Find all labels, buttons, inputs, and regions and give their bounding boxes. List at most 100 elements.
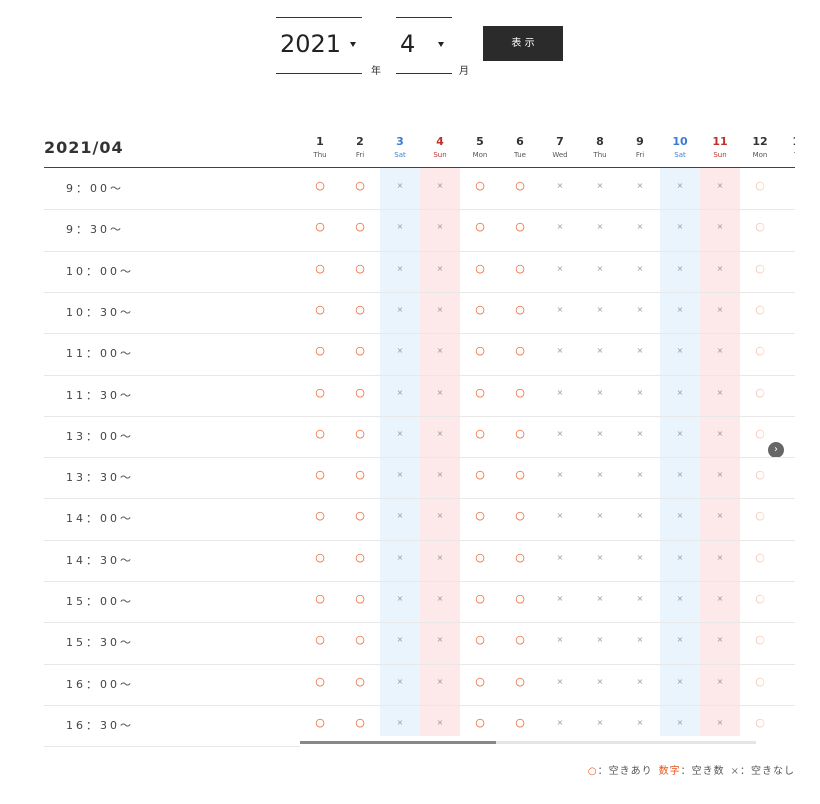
- slot: ×: [636, 428, 644, 438]
- slot: ×: [556, 428, 564, 438]
- slot: ×: [636, 594, 644, 603]
- slot: ○: [515, 674, 525, 688]
- slot: ○: [315, 633, 325, 647]
- slot: ×: [436, 222, 444, 232]
- day-number: 10: [672, 135, 688, 148]
- slot: ×: [636, 676, 644, 686]
- month-select[interactable]: 4: [396, 17, 452, 74]
- slot: ×: [676, 511, 684, 521]
- slot: ×: [556, 552, 564, 562]
- slot: ○: [355, 674, 365, 688]
- time-label: 10：00～: [66, 264, 134, 278]
- slot: ×: [556, 717, 564, 727]
- month-unit: 月: [459, 66, 469, 77]
- slot: ○: [475, 550, 485, 564]
- scroll-thumb[interactable]: [300, 741, 496, 744]
- slot: ×: [676, 222, 684, 232]
- next-arrow[interactable]: ›: [768, 442, 784, 458]
- slot: ○: [315, 592, 325, 605]
- slot: ×: [436, 181, 444, 190]
- show-button[interactable]: 表 示: [483, 26, 563, 61]
- slot: ○: [515, 715, 525, 729]
- slot: ○: [315, 220, 325, 234]
- slot: ×: [636, 304, 644, 314]
- slot: ○: [475, 426, 485, 440]
- slot: ○: [315, 715, 325, 729]
- slot: ○: [315, 509, 325, 523]
- row-line: [44, 374, 795, 376]
- slot: ○: [355, 633, 365, 647]
- row-line: [44, 581, 795, 582]
- weekday: Sun: [433, 151, 447, 159]
- slot: ×: [556, 676, 564, 686]
- month: 4: [400, 30, 416, 58]
- legend-text: ：空きなし: [740, 766, 795, 777]
- slot: ×: [716, 304, 724, 314]
- slot: ○: [475, 261, 485, 275]
- year-select[interactable]: 2021: [276, 17, 362, 74]
- slot: ○: [355, 509, 365, 523]
- time-label: 9：00～: [66, 182, 124, 195]
- slot: ○: [315, 468, 325, 482]
- weekday: Sat: [674, 151, 686, 159]
- slot: ×: [436, 594, 444, 603]
- slot: ×: [596, 181, 604, 190]
- slot: ×: [676, 387, 684, 397]
- weekday: Sat: [394, 151, 406, 159]
- slot: ×: [676, 428, 684, 438]
- row-line: [44, 746, 300, 748]
- slot: ×: [436, 635, 444, 645]
- slot: ×: [396, 304, 404, 314]
- slot: ×: [436, 511, 444, 521]
- slot: ○: [475, 592, 485, 605]
- slot: ○: [475, 468, 485, 482]
- slot: ×: [556, 511, 564, 521]
- row-line: [44, 498, 795, 500]
- time-label: 14：30～: [66, 553, 134, 567]
- slot: ×: [636, 263, 644, 273]
- slot: ×: [396, 717, 404, 727]
- row-line: [44, 209, 795, 211]
- weekday: Tue: [514, 151, 526, 159]
- slot: ×: [596, 387, 604, 397]
- slot: ×: [556, 181, 564, 190]
- slot: ×: [716, 635, 724, 645]
- slot: ○: [315, 674, 325, 688]
- time-label: 10：30～: [66, 305, 134, 319]
- weekday: Thu: [313, 151, 327, 159]
- slot: ×: [556, 222, 564, 232]
- slot: ×: [596, 263, 604, 273]
- legend-symbol: ○: [587, 766, 598, 777]
- slot: ×: [556, 635, 564, 645]
- time-label: 16：00～: [66, 677, 134, 691]
- slot: ○: [355, 302, 365, 316]
- slot: ×: [596, 470, 604, 480]
- weekday: Thu: [593, 151, 607, 159]
- slot: ×: [396, 635, 404, 645]
- column-bg: [700, 168, 740, 737]
- weekday: Fri: [355, 151, 365, 159]
- slot: ○: [475, 715, 485, 729]
- slot: ×: [396, 676, 404, 686]
- time-label: 16：30～: [66, 718, 134, 732]
- slot: ×: [596, 222, 604, 232]
- legend-symbol: ×: [730, 766, 740, 777]
- slot: ×: [596, 428, 604, 438]
- slot: ○: [315, 550, 325, 564]
- slot: ×: [676, 717, 684, 727]
- slot: ×: [436, 470, 444, 480]
- time-label: 13：30～: [66, 471, 134, 485]
- slot: ○: [515, 509, 525, 523]
- row-line: [44, 622, 795, 624]
- row-line: [44, 291, 795, 293]
- slot: ×: [716, 263, 724, 273]
- slot: ○: [515, 179, 525, 192]
- day-grid: 1 Thu 2 Fri 3 Sat 4 Sun 5 Mon 6 Tue 7 Wed 8 Thu 9 Fri 10 Sa…: [300, 120, 795, 750]
- slot: ×: [716, 387, 724, 397]
- slot: ×: [396, 552, 404, 562]
- slot: ○: [355, 592, 365, 605]
- slot: ×: [396, 181, 404, 190]
- legend-symbol: 数字: [658, 766, 681, 777]
- row-line: [44, 704, 795, 706]
